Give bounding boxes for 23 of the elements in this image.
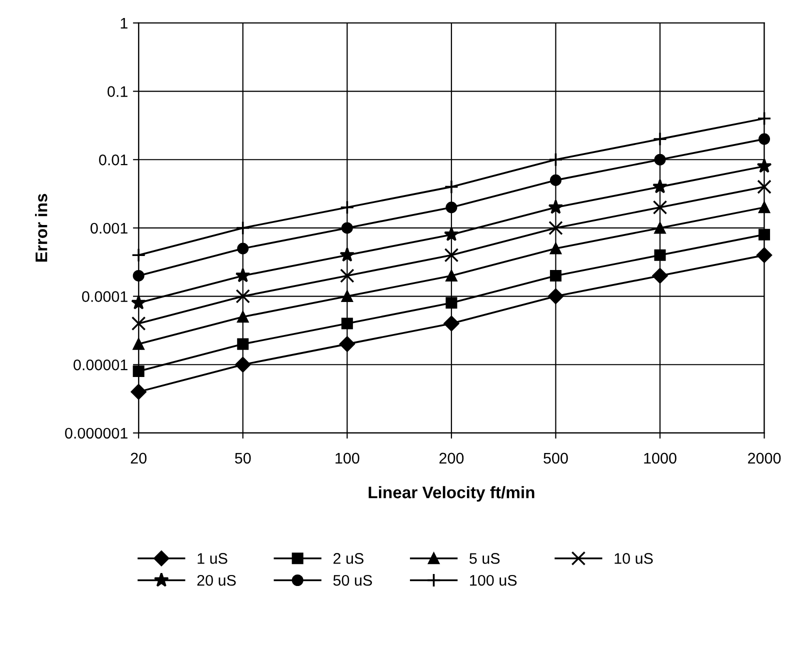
x-tick-label: 1000 — [644, 452, 676, 464]
x-tick-label: 2000 — [748, 452, 781, 464]
legend-label: 20 uS — [197, 574, 236, 586]
legend-label: 10 uS — [614, 553, 653, 564]
y-tick-label: 1 — [120, 18, 128, 28]
y-axis-title: Error ins — [35, 194, 48, 262]
y-tick-label: 0.000001 — [65, 428, 128, 439]
legend-label: 1 uS — [198, 553, 228, 564]
x-tick-label: 50 — [234, 452, 251, 464]
x-tick-label: 20 — [130, 452, 146, 464]
x-tick-label: 200 — [439, 452, 464, 464]
legend-label: 5 uS — [470, 553, 500, 564]
y-tick-label: 0.0001 — [82, 291, 128, 302]
y-tick-label: 0.01 — [99, 154, 128, 166]
legend-label: 100 uS — [470, 574, 517, 586]
y-tick-label: 0.001 — [90, 222, 128, 234]
y-tick-label: 0.1 — [108, 86, 128, 97]
y-tick-label: 0.00001 — [74, 359, 128, 370]
x-axis-title: Linear Velocity ft/min — [368, 486, 534, 502]
x-tick-label: 500 — [544, 452, 568, 464]
x-tick-label: 100 — [336, 452, 360, 464]
legend-label: 50 uS — [333, 574, 372, 586]
legend-label: 2 uS — [334, 553, 364, 564]
